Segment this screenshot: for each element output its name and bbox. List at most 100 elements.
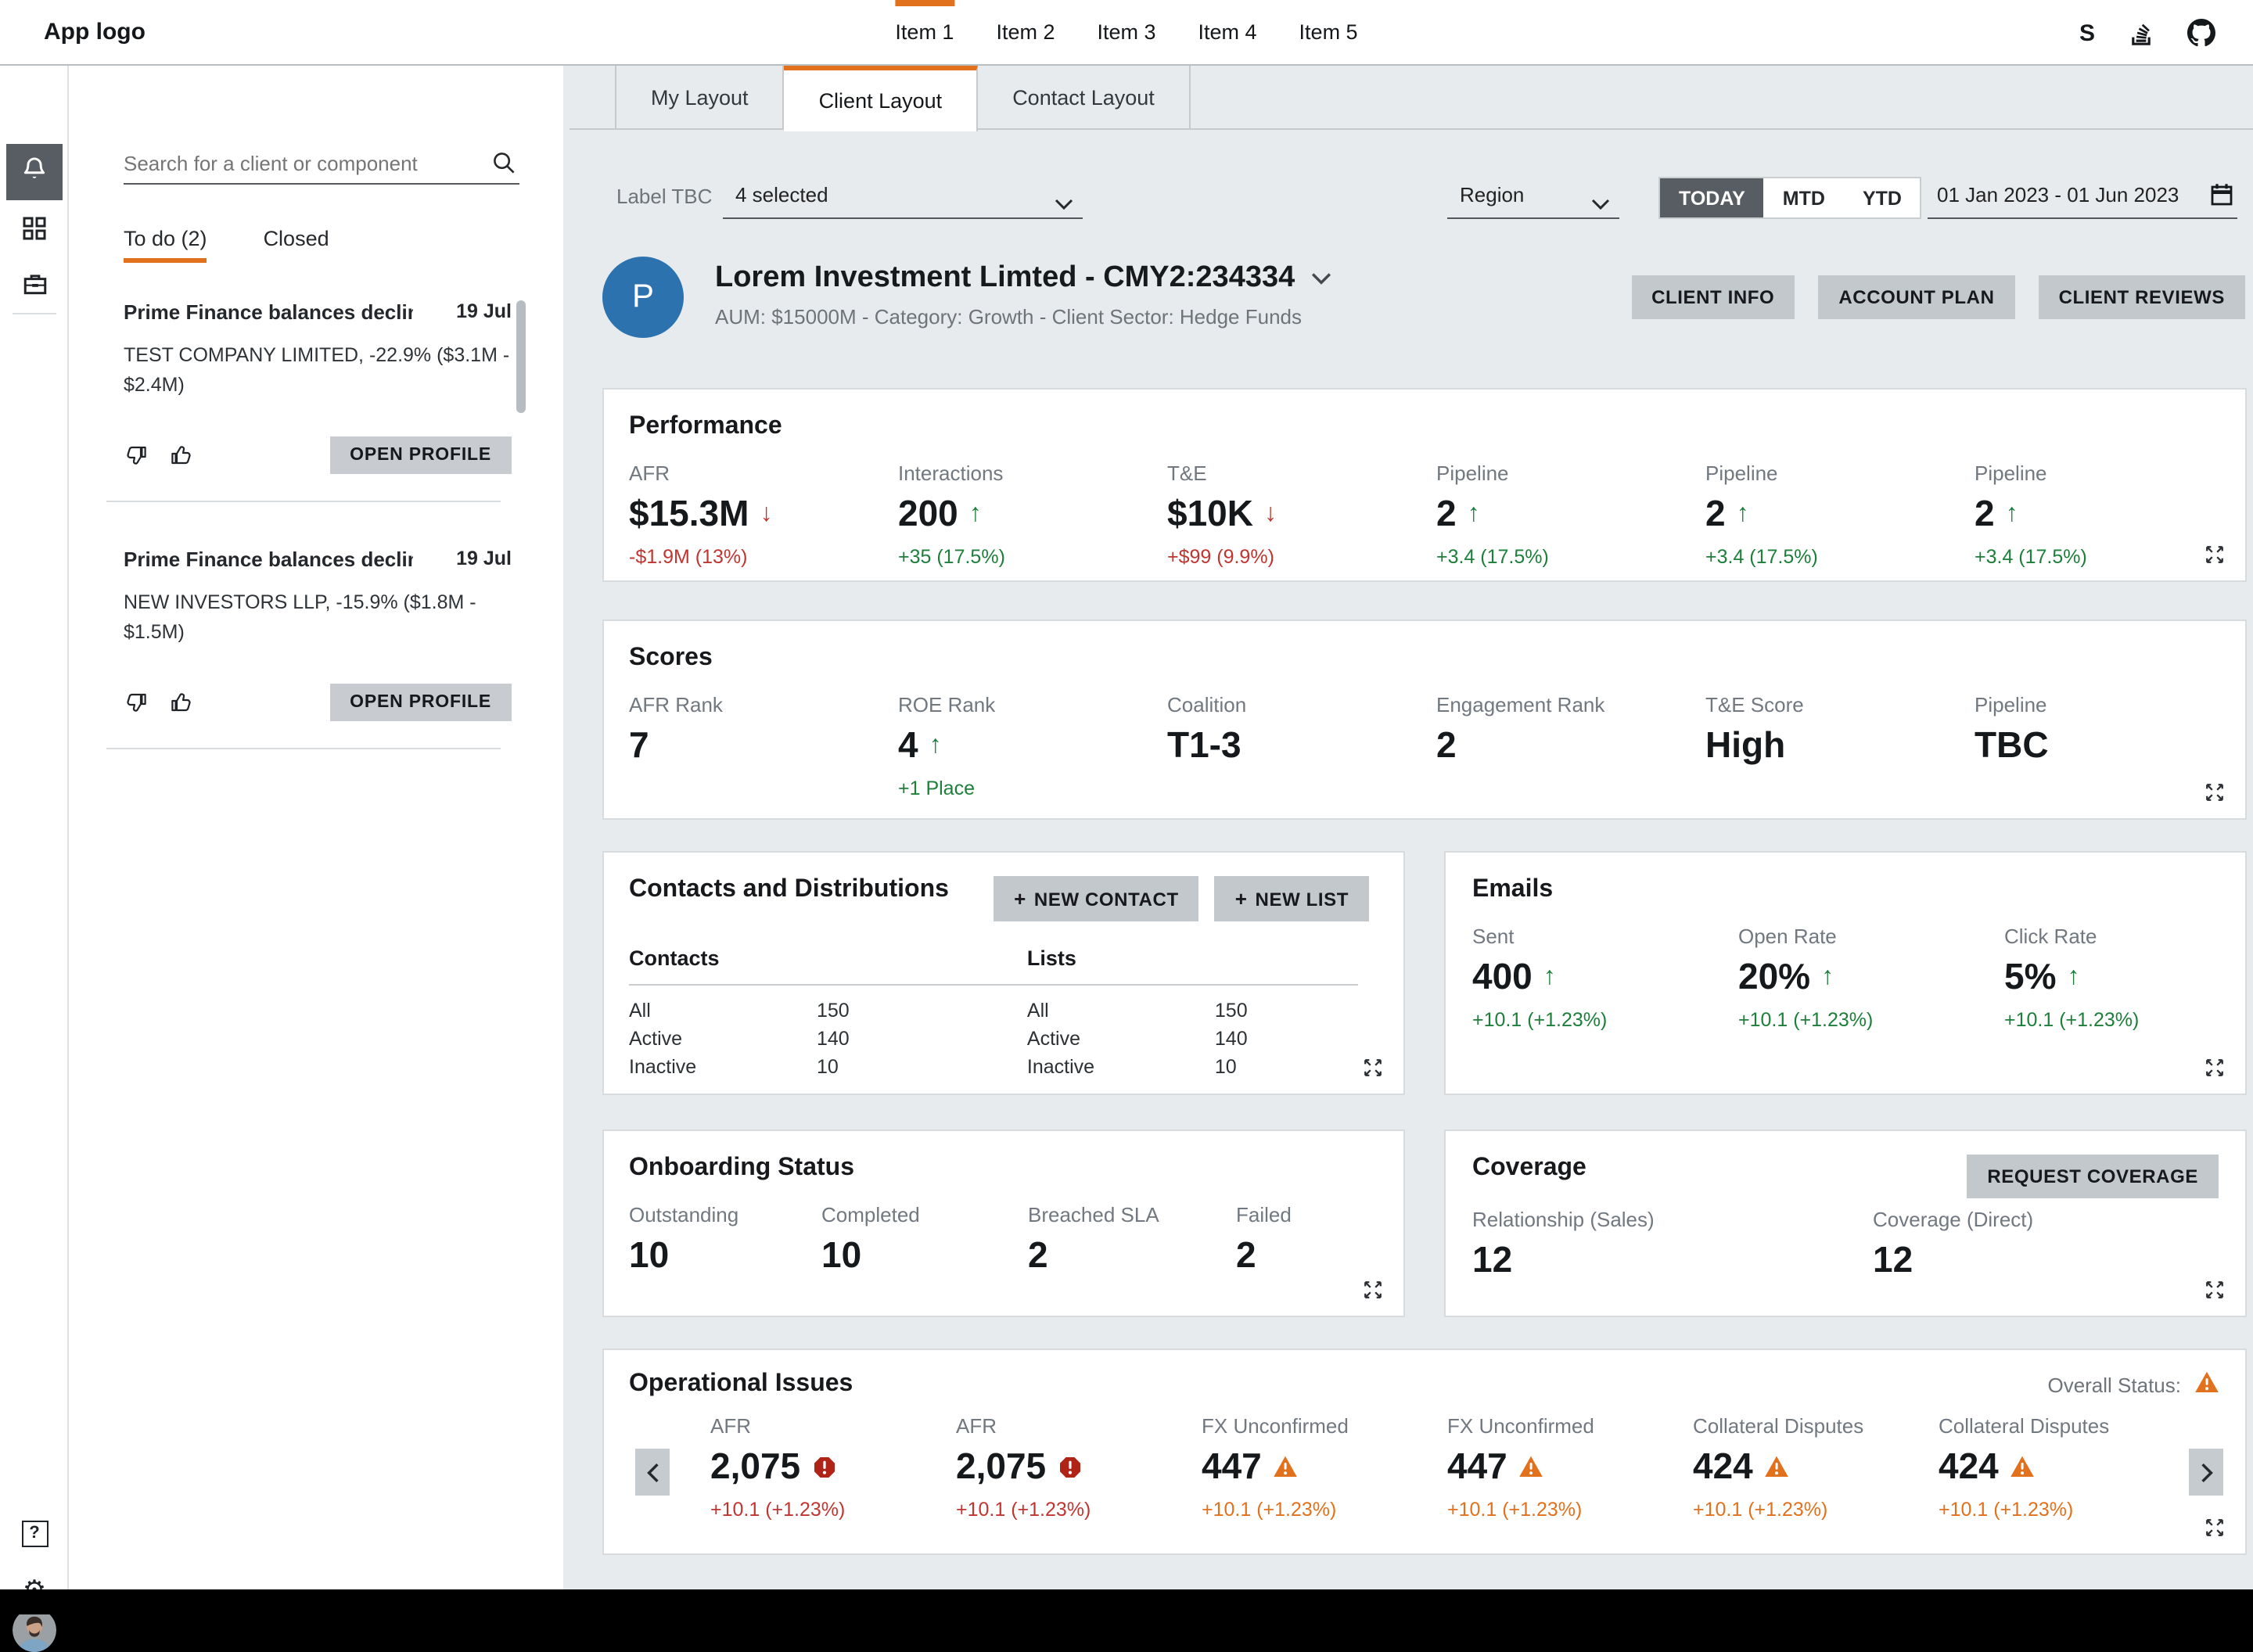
warning-icon — [2010, 1455, 2036, 1478]
github-icon[interactable] — [2187, 19, 2215, 47]
emails-card: Emails Sent 400↑ +10.1 (+1.23%) Open Rat… — [1444, 851, 2247, 1095]
metric-collateral-disputes: Collateral Disputes 424 +10.1 (+1.23%) — [1693, 1414, 1939, 1521]
thumbs-down-icon[interactable] — [124, 443, 149, 468]
metric-pipeline: Pipeline 2↑ +3.4 (17.5%) — [1436, 461, 1705, 568]
label-select[interactable]: 4 selected — [723, 172, 1083, 219]
expand-icon[interactable] — [1361, 1056, 1385, 1079]
sidebar-card-divider — [106, 748, 501, 749]
date-range-picker[interactable]: 01 Jan 2023 - 01 Jun 2023 — [1928, 172, 2237, 219]
metric-failed: Failed 2 — [1236, 1203, 1424, 1273]
warning-icon — [1273, 1455, 1299, 1478]
segment-today[interactable]: TODAY — [1660, 178, 1764, 217]
apps-rail-button[interactable] — [6, 203, 63, 260]
layout-tabs: My Layout Client Layout Contact Layout — [615, 66, 2247, 130]
error-badge-icon — [811, 1454, 836, 1479]
help-rail-button[interactable]: ? — [6, 1505, 63, 1561]
tab-my-layout[interactable]: My Layout — [615, 66, 785, 130]
metric-afr: AFR $15.3M↓ -$1.9M (13%) — [629, 461, 898, 568]
tab-contact-layout[interactable]: Contact Layout — [978, 66, 1191, 130]
thumbs-up-icon[interactable] — [169, 690, 194, 715]
client-avatar: P — [602, 257, 684, 338]
trend-arrow: ↓ — [1264, 501, 1277, 526]
todo-body: NEW INVESTORS LLP, -15.9% ($1.8M - $1.5M… — [124, 588, 512, 649]
stackoverflow-icon[interactable] — [2128, 20, 2154, 46]
trend-arrow: ↑ — [1821, 964, 1834, 989]
tab-todo[interactable]: To do (2) — [124, 227, 207, 263]
main-nav: Item 1 Item 2 Item 3 Item 4 Item 5 — [895, 0, 1357, 66]
metric-open-rate: Open Rate 20%↑ +10.1 (+1.23%) — [1738, 925, 2004, 1031]
metric-relationship-sales: Relationship (Sales) 12 — [1472, 1208, 1873, 1278]
expand-icon[interactable] — [1361, 1278, 1385, 1302]
filter-bar: Label TBC 4 selected Region TODAY MTD — [602, 166, 2247, 228]
metric-coalition: Coalition T1-3 — [1167, 693, 1436, 799]
account-plan-button[interactable]: ACCOUNT PLAN — [1818, 275, 2014, 319]
metric-coverage-direct: Coverage (Direct) 12 — [1873, 1208, 2253, 1278]
expand-icon[interactable] — [2203, 781, 2226, 804]
metric-afr-issues: AFR 2,075 +10.1 (+1.23%) — [710, 1414, 956, 1521]
card-title: Onboarding Status — [629, 1155, 1378, 1183]
new-contact-button[interactable]: NEW CONTACT — [994, 876, 1199, 921]
tab-closed[interactable]: Closed — [264, 227, 329, 263]
s-logo-icon[interactable]: S — [2079, 20, 2095, 46]
date-range-segment: TODAY MTD YTD — [1658, 177, 1922, 219]
metric-roe-rank: ROE Rank 4↑ +1 Place — [898, 693, 1167, 799]
carousel-right-button[interactable] — [2189, 1449, 2223, 1496]
lists-table: Lists All150 Active140 Inactive10 — [1027, 946, 1378, 1082]
segment-mtd[interactable]: MTD — [1764, 178, 1844, 217]
onboarding-card: Onboarding Status Outstanding 10 Complet… — [602, 1129, 1405, 1317]
scores-card: Scores AFR Rank 7 ROE Rank 4↑ +1 Place C… — [602, 620, 2247, 820]
card-title: Contacts and Distributions — [629, 876, 949, 904]
region-select[interactable]: Region — [1447, 172, 1619, 219]
client-name[interactable]: Lorem Investment Limted - CMY2:234334 — [715, 261, 1331, 296]
warning-icon — [1764, 1455, 1791, 1478]
search-icon[interactable] — [491, 150, 516, 183]
thumbs-up-icon[interactable] — [169, 443, 194, 468]
sidebar-tabs: To do (2) Closed — [124, 227, 329, 263]
search-input[interactable] — [124, 144, 476, 181]
client-subtitle: AUM: $15000M - Category: Growth - Client… — [715, 305, 1302, 329]
todo-card-2: Prime Finance balances declined... 19 Ju… — [124, 548, 512, 721]
new-list-button[interactable]: NEW LIST — [1215, 876, 1369, 921]
metric-afr-rank: AFR Rank 7 — [629, 693, 898, 799]
client-info-button[interactable]: CLIENT INFO — [1631, 275, 1795, 319]
contacts-table: Contacts All150 Active140 Inactive10 — [629, 946, 1047, 1082]
metric-breached-sla: Breached SLA 2 — [1028, 1203, 1236, 1273]
trend-arrow: ↑ — [2068, 964, 2080, 989]
todo-date: 19 Jul — [456, 300, 512, 324]
grid-icon — [22, 215, 47, 248]
open-profile-button[interactable]: OPEN PROFILE — [329, 684, 512, 721]
user-avatar[interactable] — [13, 1608, 56, 1652]
metric-sent: Sent 400↑ +10.1 (+1.23%) — [1472, 925, 1738, 1031]
expand-icon[interactable] — [2203, 1516, 2226, 1539]
bottom-bar — [0, 1589, 2253, 1614]
trend-arrow: ↓ — [760, 501, 772, 526]
chevron-down-icon — [1055, 191, 1073, 219]
metric-completed: Completed 10 — [821, 1203, 1028, 1273]
thumbs-down-icon[interactable] — [124, 690, 149, 715]
client-reviews-button[interactable]: CLIENT REVIEWS — [2039, 275, 2245, 319]
trend-arrow: ↑ — [969, 501, 982, 526]
tab-client-layout[interactable]: Client Layout — [785, 66, 979, 131]
operational-issues-card: Operational Issues Overall Status: — [602, 1349, 2247, 1555]
performance-card: Performance AFR $15.3M↓ -$1.9M (13%) Int… — [602, 388, 2247, 582]
work-rail-button[interactable] — [6, 260, 63, 316]
carousel-left-button[interactable] — [635, 1449, 670, 1496]
nav-item-1[interactable]: Item 1 — [895, 0, 954, 66]
trend-arrow: ↑ — [1468, 501, 1480, 526]
expand-icon[interactable] — [2203, 1056, 2226, 1079]
nav-item-2[interactable]: Item 2 — [996, 0, 1055, 66]
table-row: Active140 — [1027, 1025, 1378, 1053]
nav-item-3[interactable]: Item 3 — [1097, 0, 1155, 66]
chevron-down-icon — [1310, 261, 1331, 296]
sidebar-scrollbar[interactable] — [516, 300, 526, 413]
nav-item-4[interactable]: Item 4 — [1198, 0, 1257, 66]
request-coverage-button[interactable]: REQUEST COVERAGE — [1967, 1155, 2219, 1198]
card-title: Scores — [629, 645, 2220, 673]
segment-ytd[interactable]: YTD — [1844, 178, 1921, 217]
overall-status: Overall Status: — [2047, 1370, 2220, 1399]
expand-icon[interactable] — [2203, 543, 2226, 566]
open-profile-button[interactable]: OPEN PROFILE — [329, 436, 512, 474]
nav-item-5[interactable]: Item 5 — [1299, 0, 1358, 66]
expand-icon[interactable] — [2203, 1278, 2226, 1302]
notifications-rail-button[interactable] — [6, 144, 63, 200]
